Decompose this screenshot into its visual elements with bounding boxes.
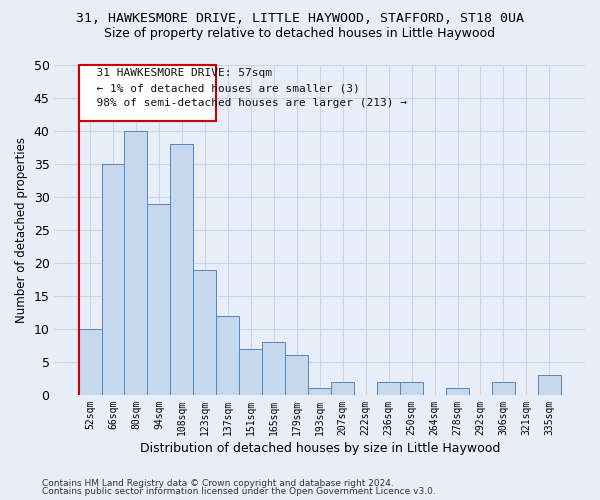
Bar — [148, 204, 170, 395]
Bar — [193, 270, 217, 395]
Bar — [492, 382, 515, 395]
Bar — [262, 342, 285, 395]
Bar — [285, 356, 308, 395]
Text: Contains public sector information licensed under the Open Government Licence v3: Contains public sector information licen… — [42, 487, 436, 496]
Bar — [538, 375, 561, 395]
Text: Size of property relative to detached houses in Little Haywood: Size of property relative to detached ho… — [104, 28, 496, 40]
Bar — [446, 388, 469, 395]
Bar — [308, 388, 331, 395]
Bar — [239, 349, 262, 395]
Text: Contains HM Land Registry data © Crown copyright and database right 2024.: Contains HM Land Registry data © Crown c… — [42, 478, 394, 488]
Bar — [400, 382, 423, 395]
Text: 31, HAWKESMORE DRIVE, LITTLE HAYWOOD, STAFFORD, ST18 0UA: 31, HAWKESMORE DRIVE, LITTLE HAYWOOD, ST… — [76, 12, 524, 26]
Y-axis label: Number of detached properties: Number of detached properties — [15, 137, 28, 323]
Bar — [79, 329, 101, 395]
Bar — [217, 316, 239, 395]
Bar — [170, 144, 193, 395]
Bar — [331, 382, 354, 395]
Bar — [101, 164, 124, 395]
X-axis label: Distribution of detached houses by size in Little Haywood: Distribution of detached houses by size … — [140, 442, 500, 455]
FancyBboxPatch shape — [79, 65, 217, 121]
Text: 31 HAWKESMORE DRIVE: 57sqm
  ← 1% of detached houses are smaller (3)
  98% of se: 31 HAWKESMORE DRIVE: 57sqm ← 1% of detac… — [83, 68, 407, 108]
Bar — [124, 131, 148, 395]
Bar — [377, 382, 400, 395]
